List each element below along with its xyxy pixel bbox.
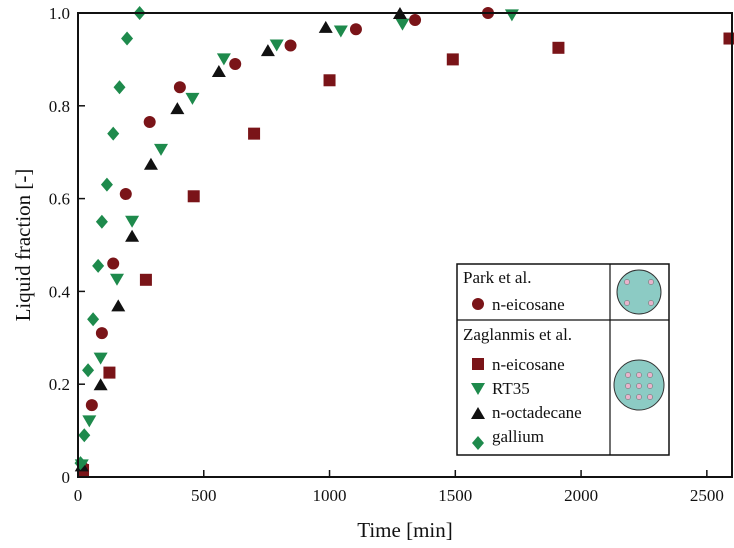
point-zaglanmis-et-al-gallium <box>113 80 126 95</box>
point-park-et-al-n-eicosane <box>143 116 156 129</box>
point-zaglanmis-et-al-gallium <box>82 363 95 378</box>
x-tick-label: 0 <box>74 486 83 505</box>
point-park-et-al-n-eicosane <box>173 81 186 94</box>
legend-marker-rt35 <box>471 383 485 395</box>
legend-group-park-title: Park et al. <box>463 268 531 287</box>
legend-label-rt35: RT35 <box>492 379 530 398</box>
point-zaglanmis-et-al-n-octadecane <box>93 378 108 391</box>
point-zaglanmis-et-al-n-octadecane <box>111 299 126 312</box>
legend: Park et al. n-eicosane Zaglanmis et al. … <box>456 263 670 456</box>
point-zaglanmis-et-al-n-octadecane <box>260 44 275 57</box>
y-tick-label: 0 <box>62 468 71 487</box>
point-zaglanmis-et-al-gallium <box>92 258 105 273</box>
point-zaglanmis-et-al-n-eicosane <box>323 74 336 87</box>
point-park-et-al-n-eicosane <box>284 39 297 52</box>
point-zaglanmis-et-al-n-octadecane <box>211 65 226 77</box>
point-zaglanmis-et-al-n-eicosane <box>723 32 734 45</box>
point-zaglanmis-et-al-n-eicosane <box>248 127 261 140</box>
x-tick-label: 500 <box>191 486 217 505</box>
point-zaglanmis-et-al-gallium <box>95 214 108 229</box>
legend-marker-gallium <box>472 436 484 450</box>
point-zaglanmis-et-al-n-octadecane <box>318 20 333 33</box>
point-zaglanmis-et-al-rt35 <box>93 352 108 365</box>
point-zaglanmis-et-al-rt35 <box>154 143 169 156</box>
point-zaglanmis-et-al-n-eicosane <box>139 273 152 286</box>
zaglanmis-geometry-icon <box>613 359 665 411</box>
point-park-et-al-n-eicosane <box>229 58 242 71</box>
point-zaglanmis-et-al-rt35 <box>125 215 140 228</box>
x-tick-label: 1000 <box>313 486 347 505</box>
point-zaglanmis-et-al-rt35 <box>504 9 519 22</box>
legend-label-n-octadecane: n-octadecane <box>492 403 582 422</box>
legend-label-zaglanmis-eicosane: n-eicosane <box>492 355 565 374</box>
legend-label-park-eicosane: n-eicosane <box>492 295 565 314</box>
point-zaglanmis-et-al-rt35 <box>82 415 97 428</box>
data-points <box>74 6 734 477</box>
point-park-et-al-n-eicosane <box>95 327 108 340</box>
y-tick-label: 0.6 <box>49 190 70 209</box>
point-park-et-al-n-eicosane <box>119 187 132 200</box>
point-zaglanmis-et-al-n-eicosane <box>552 41 565 54</box>
point-zaglanmis-et-al-gallium <box>78 428 91 443</box>
point-zaglanmis-et-al-n-eicosane <box>187 190 200 203</box>
point-zaglanmis-et-al-gallium <box>107 126 120 141</box>
point-zaglanmis-et-al-gallium <box>121 31 134 46</box>
plot-frame <box>77 12 733 478</box>
point-park-et-al-n-eicosane <box>409 13 422 26</box>
point-zaglanmis-et-al-gallium <box>87 312 100 327</box>
point-zaglanmis-et-al-rt35 <box>216 53 231 66</box>
legend-marker-zaglanmis-eicosane <box>472 358 484 370</box>
y-axis-label: Liquid fraction [-] <box>11 169 35 322</box>
point-zaglanmis-et-al-n-octadecane <box>125 229 140 242</box>
y-tick-label: 1.0 <box>49 4 70 23</box>
y-tick-label: 0.2 <box>49 375 70 394</box>
point-zaglanmis-et-al-n-eicosane <box>103 366 116 379</box>
point-zaglanmis-et-al-rt35 <box>185 92 200 105</box>
legend-marker-park-eicosane <box>472 298 484 310</box>
park-geometry-icon <box>616 269 662 315</box>
point-zaglanmis-et-al-rt35 <box>109 273 124 286</box>
x-axis-label: Time [min] <box>357 518 452 542</box>
legend-label-gallium: gallium <box>492 427 544 446</box>
point-zaglanmis-et-al-n-octadecane <box>170 102 185 115</box>
x-tick-label: 1500 <box>438 486 472 505</box>
point-park-et-al-n-eicosane <box>85 399 98 412</box>
y-tick-label: 0.8 <box>49 97 70 116</box>
legend-group-zaglanmis-title: Zaglanmis et al. <box>463 325 572 344</box>
axis-ticks: 0 500 1000 1500 2000 2500 0 0.2 0.4 0.6 0.8 1.0 <box>49 4 724 505</box>
point-zaglanmis-et-al-rt35 <box>395 18 410 31</box>
point-zaglanmis-et-al-gallium <box>100 177 113 192</box>
point-park-et-al-n-eicosane <box>107 257 120 270</box>
point-park-et-al-n-eicosane <box>349 23 362 36</box>
point-zaglanmis-et-al-rt35 <box>333 25 348 38</box>
point-zaglanmis-et-al-n-octadecane <box>143 157 158 170</box>
legend-marker-n-octadecane <box>471 407 485 419</box>
y-tick-label: 0.4 <box>49 282 71 301</box>
x-tick-label: 2500 <box>690 486 724 505</box>
point-zaglanmis-et-al-rt35 <box>269 39 284 52</box>
point-zaglanmis-et-al-n-eicosane <box>446 53 459 66</box>
x-tick-label: 2000 <box>564 486 598 505</box>
